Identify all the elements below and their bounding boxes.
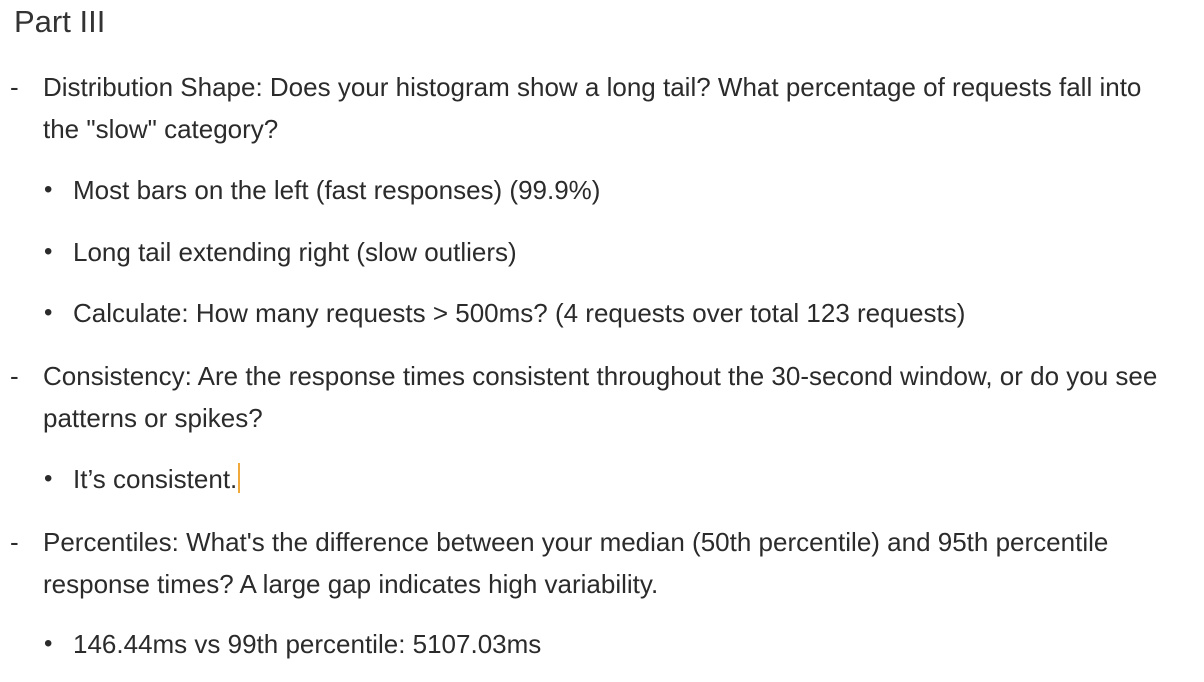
answer-text: It’s consistent. — [73, 464, 238, 494]
bullet-item[interactable]: • Most bars on the left (fast responses)… — [40, 170, 1190, 210]
bullet-item[interactable]: • Long tail extending right (slow outlie… — [40, 232, 1190, 272]
bullet-icon: • — [44, 176, 53, 203]
list-item-percentiles[interactable]: - Percentiles: What's the difference bet… — [10, 521, 1180, 605]
bullet-item[interactable]: • 146.44ms vs 99th percentile: 5107.03ms — [40, 624, 1190, 664]
bullet-item[interactable]: • Calculate: How many requests > 500ms? … — [40, 293, 1190, 333]
dash-marker: - — [10, 72, 19, 102]
list-item-consistency[interactable]: - Consistency: Are the response times co… — [10, 355, 1180, 439]
bullet-icon: • — [44, 238, 53, 265]
question-text: Percentiles: What's the difference betwe… — [43, 527, 1109, 599]
answer-text: 146.44ms vs 99th percentile: 5107.03ms — [73, 629, 542, 659]
list-item-distribution-shape[interactable]: - Distribution Shape: Does your histogra… — [10, 66, 1180, 150]
text-caret — [238, 463, 241, 493]
bullet-item[interactable]: • It’s consistent. — [40, 459, 1190, 499]
question-text: Consistency: Are the response times cons… — [43, 361, 1158, 433]
dash-marker: - — [10, 361, 19, 391]
answer-text-with-caret[interactable]: It’s consistent. — [73, 459, 241, 499]
dash-marker: - — [10, 527, 19, 557]
answer-text: Calculate: How many requests > 500ms? (4… — [73, 298, 966, 328]
bullet-icon: • — [44, 465, 53, 492]
answer-text: Most bars on the left (fast responses) (… — [73, 175, 601, 205]
answer-text: Long tail extending right (slow outliers… — [73, 237, 517, 267]
page-title: Part III — [14, 4, 106, 39]
question-text: Distribution Shape: Does your histogram … — [43, 72, 1142, 144]
bullet-icon: • — [44, 630, 53, 657]
bullet-icon: • — [44, 299, 53, 326]
